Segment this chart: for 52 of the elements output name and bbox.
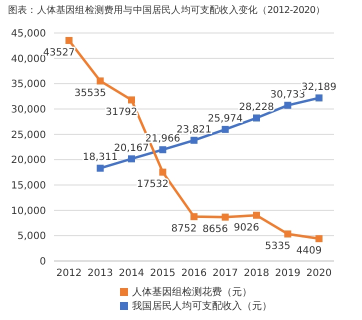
data-label: 9026 — [234, 222, 260, 234]
x-tick-label: 2015 — [150, 268, 176, 280]
point — [96, 164, 104, 172]
legend-label: 人体基因组检测花费（元） — [132, 287, 252, 298]
y-tick-label: 30,000 — [11, 104, 46, 116]
x-tick-label: 2017 — [212, 268, 238, 280]
legend-label: 我国居民人均可支配收入（元） — [132, 301, 272, 312]
point — [128, 96, 135, 104]
x-tick-label: 2014 — [118, 268, 144, 280]
data-label: 28,228 — [239, 102, 274, 113]
point — [316, 235, 322, 242]
y-tick-label: 15,000 — [11, 180, 46, 192]
point — [190, 213, 198, 220]
point — [190, 136, 198, 144]
data-label: 17532 — [136, 179, 169, 190]
data-label: 23,821 — [176, 124, 212, 136]
x-tick-label: 2013 — [88, 268, 113, 280]
y-tick-label: 25,000 — [11, 130, 46, 141]
data-label: 18,311 — [82, 152, 118, 164]
chart-title: 图表：人体基因组检测费用与中国居民人均可支配收入变化（2012-2020） — [8, 4, 326, 17]
point — [222, 214, 229, 221]
x-tick-label: 2016 — [181, 268, 207, 280]
y-tick-label: 0 — [40, 256, 46, 268]
y-tick-label: 20,000 — [11, 155, 46, 166]
point — [222, 126, 229, 133]
point — [159, 146, 166, 154]
y-tick-label: 45,000 — [11, 28, 46, 40]
x-tick-label: 2020 — [306, 268, 332, 280]
data-label: 20,167 — [114, 142, 149, 154]
point — [159, 168, 166, 176]
point — [96, 77, 104, 84]
y-tick-label: 35,000 — [11, 79, 46, 90]
data-label: 8656 — [202, 224, 228, 236]
point — [284, 230, 292, 238]
point — [316, 94, 322, 102]
point — [284, 102, 292, 109]
data-label: 4409 — [296, 246, 322, 257]
point — [253, 114, 260, 122]
x-tick-label: 2019 — [275, 268, 300, 280]
point — [128, 155, 135, 162]
point — [253, 212, 260, 219]
y-tick-label: 10,000 — [11, 206, 46, 217]
y-tick-label: 5,000 — [17, 231, 46, 242]
data-label: 8752 — [171, 224, 197, 235]
point — [66, 36, 72, 44]
data-label: 25,974 — [208, 113, 243, 124]
x-tick-label: 2018 — [244, 268, 270, 280]
x-tick-label: 2012 — [56, 268, 82, 280]
data-label: 31792 — [106, 106, 138, 118]
data-label: 5335 — [265, 240, 290, 252]
data-label: 35535 — [74, 88, 106, 99]
y-tick-label: 40,000 — [11, 54, 46, 65]
